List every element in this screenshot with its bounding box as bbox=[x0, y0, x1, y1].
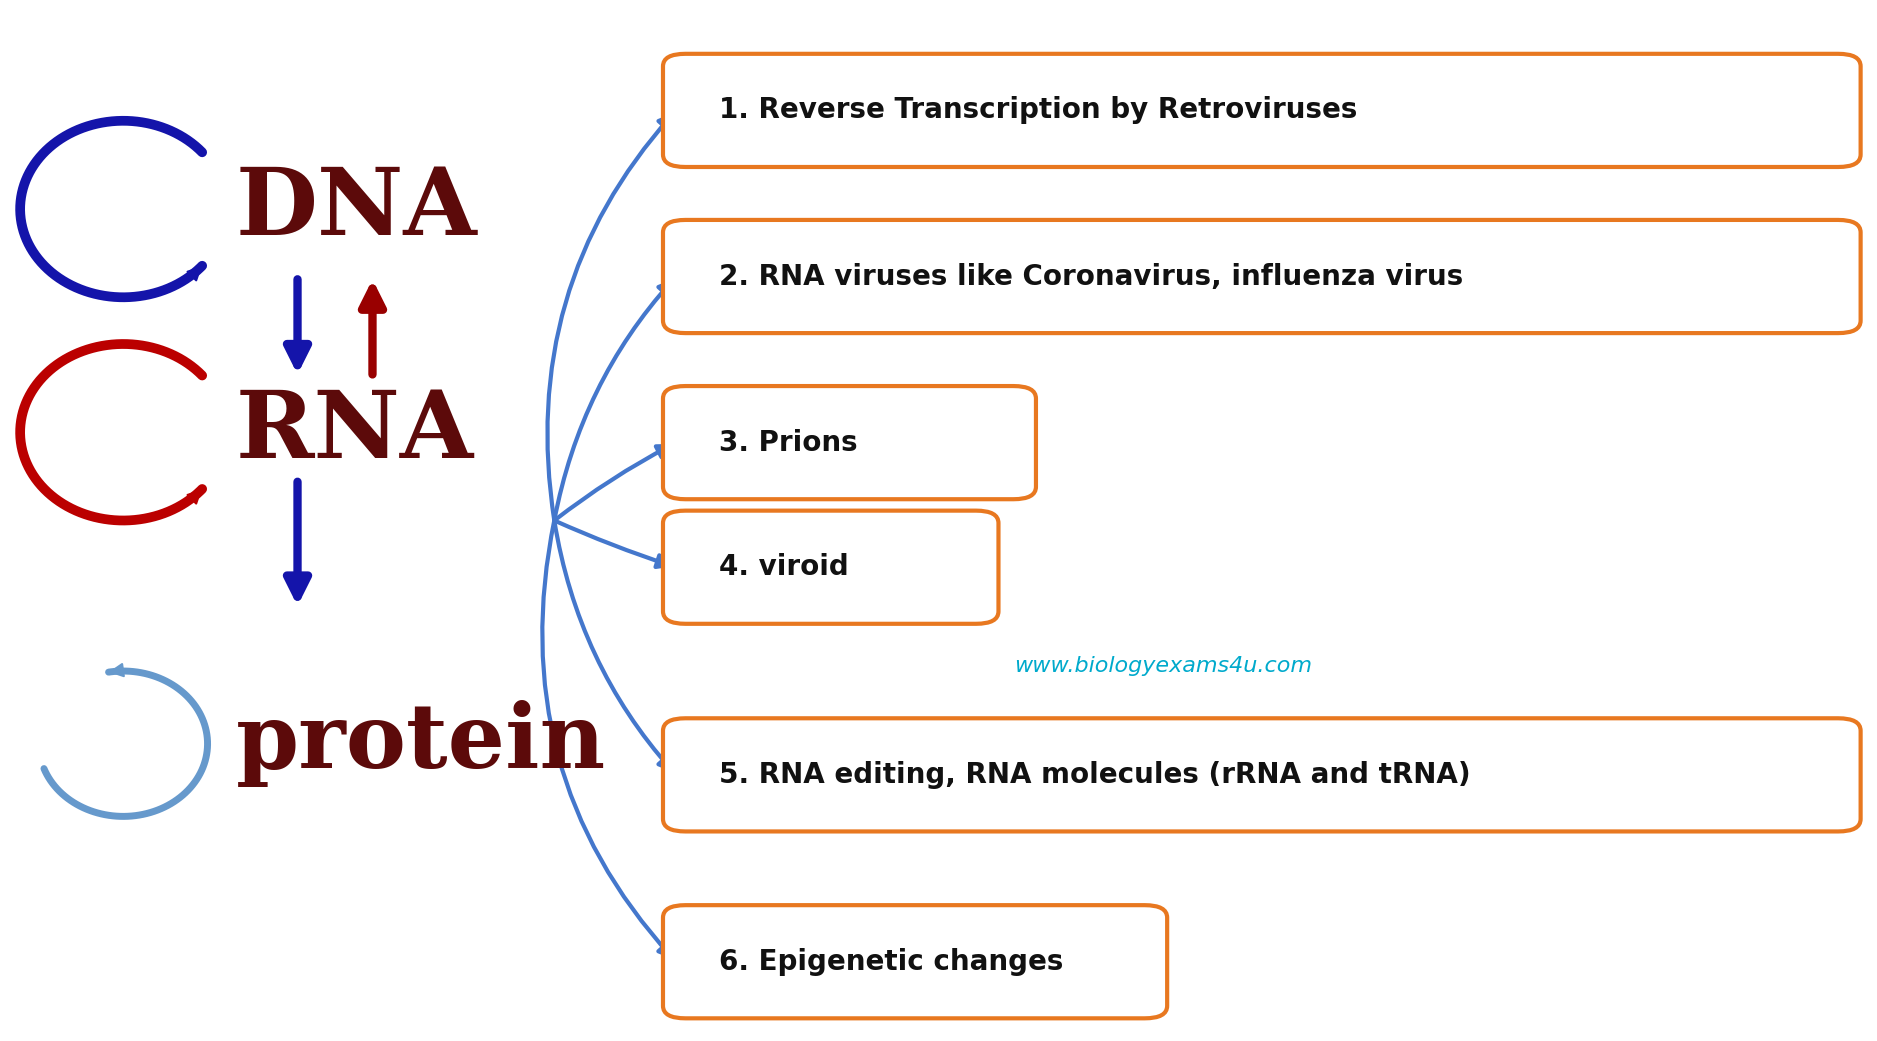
Text: 1. Reverse Transcription by Retroviruses: 1. Reverse Transcription by Retroviruses bbox=[719, 97, 1357, 125]
Text: 2. RNA viruses like Coronavirus, influenza virus: 2. RNA viruses like Coronavirus, influen… bbox=[719, 262, 1464, 290]
Text: www.biologyexams4u.com: www.biologyexams4u.com bbox=[1014, 656, 1312, 676]
Text: protein: protein bbox=[237, 701, 606, 787]
Text: 5. RNA editing, RNA molecules (rRNA and tRNA): 5. RNA editing, RNA molecules (rRNA and … bbox=[719, 761, 1472, 789]
FancyBboxPatch shape bbox=[663, 386, 1036, 500]
Text: 6. Epigenetic changes: 6. Epigenetic changes bbox=[719, 947, 1064, 975]
Text: DNA: DNA bbox=[237, 164, 477, 254]
Text: 4. viroid: 4. viroid bbox=[719, 553, 848, 581]
FancyArrowPatch shape bbox=[548, 116, 672, 520]
Text: 3. Prions: 3. Prions bbox=[719, 429, 858, 457]
FancyBboxPatch shape bbox=[663, 906, 1167, 1018]
FancyArrowPatch shape bbox=[554, 447, 670, 520]
Text: RNA: RNA bbox=[237, 387, 473, 477]
FancyBboxPatch shape bbox=[663, 220, 1860, 333]
FancyBboxPatch shape bbox=[663, 511, 999, 624]
FancyArrowPatch shape bbox=[554, 282, 672, 520]
FancyArrowPatch shape bbox=[542, 520, 672, 957]
FancyArrowPatch shape bbox=[554, 520, 668, 567]
FancyBboxPatch shape bbox=[663, 54, 1860, 167]
FancyBboxPatch shape bbox=[663, 718, 1860, 832]
FancyArrowPatch shape bbox=[554, 520, 672, 769]
